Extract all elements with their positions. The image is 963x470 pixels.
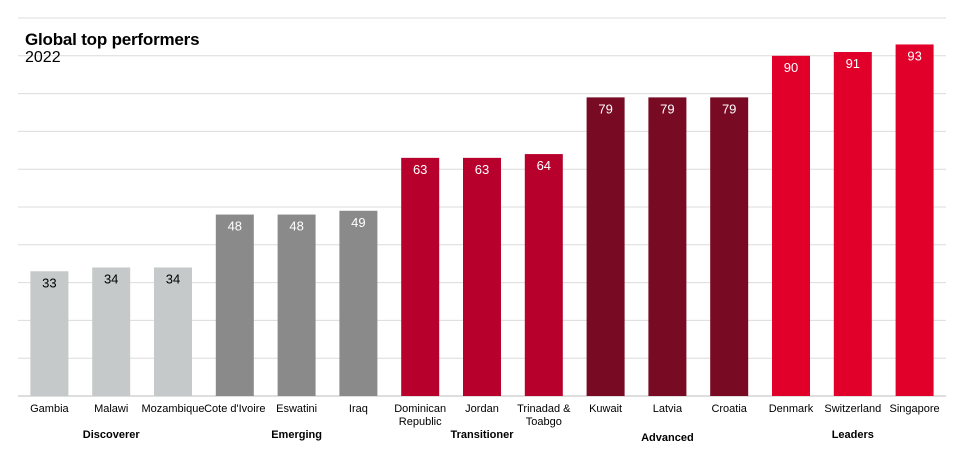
- bar: [895, 44, 934, 397]
- bar: [586, 97, 625, 396]
- chart-subtitle: 2022: [25, 49, 61, 66]
- data-label: 90: [784, 60, 798, 75]
- data-label: 79: [598, 101, 612, 116]
- data-label: 79: [660, 101, 674, 116]
- category-label: Eswatini: [276, 403, 317, 415]
- data-label: 34: [104, 271, 118, 286]
- category-label-line: Republic: [399, 416, 442, 428]
- category-label: Singapore: [890, 403, 940, 415]
- bar: [401, 157, 440, 396]
- category-label-line: Kuwait: [589, 403, 622, 415]
- category-label-line: Dominican: [394, 403, 446, 415]
- category-label: Trinadad & Toabgo: [517, 403, 571, 428]
- bar: [833, 52, 872, 397]
- category-label: Kuwait: [589, 403, 622, 415]
- bar: [30, 271, 69, 396]
- category-label-line: Gambia: [30, 403, 69, 415]
- category-label-line: Cote d'Ivoire: [204, 403, 265, 415]
- group-label: Discoverer: [83, 429, 141, 441]
- data-label: 64: [537, 158, 551, 173]
- category-label: Dominican Republic: [394, 403, 446, 428]
- category-label: Croatia: [711, 403, 747, 415]
- category-label: Latvia: [653, 403, 683, 415]
- bar: [772, 55, 810, 397]
- category-label: Switzerland: [824, 403, 881, 415]
- bar: [92, 267, 131, 396]
- group-label: Leaders: [832, 429, 874, 441]
- data-label: 33: [42, 275, 56, 290]
- category-label-line: Eswatini: [276, 403, 317, 415]
- bar: [277, 214, 316, 396]
- group-label: Transitioner: [451, 429, 515, 441]
- category-label-line: Malawi: [94, 403, 128, 415]
- bar: [154, 267, 192, 396]
- category-label: Gambia: [30, 403, 69, 415]
- category-label: Mozambique: [142, 403, 205, 415]
- group-label: Emerging: [271, 429, 322, 441]
- category-label-line: Iraq: [349, 403, 368, 415]
- category-label-line: Jordan: [465, 403, 499, 415]
- data-label: 48: [228, 219, 242, 234]
- bar: [524, 154, 563, 396]
- category-label-line: Croatia: [711, 403, 747, 415]
- group-label: Advanced: [641, 432, 694, 444]
- data-label: 93: [907, 48, 921, 63]
- data-label: 91: [846, 56, 860, 71]
- data-label: 63: [413, 162, 427, 177]
- category-label-line: Mozambique: [142, 403, 205, 415]
- bar: [339, 210, 378, 396]
- bar: [215, 214, 254, 396]
- category-label-line: Toabgo: [526, 416, 562, 428]
- category-label: Denmark: [769, 403, 814, 415]
- bar: [648, 97, 687, 396]
- category-label: Cote d'Ivoire: [204, 403, 265, 415]
- category-label-line: Switzerland: [824, 403, 881, 415]
- category-label: Malawi: [94, 403, 128, 415]
- category-label-line: Trinadad &: [517, 403, 571, 415]
- bar: [710, 97, 749, 396]
- data-label: 34: [166, 271, 180, 286]
- data-label: 79: [722, 101, 736, 116]
- category-label-line: Denmark: [769, 403, 814, 415]
- data-label: 48: [289, 219, 303, 234]
- category-label-line: Latvia: [653, 403, 683, 415]
- category-label: Jordan: [465, 403, 499, 415]
- chart-title: Global top performers: [25, 30, 200, 49]
- data-label: 63: [475, 162, 489, 177]
- bar: [463, 157, 501, 396]
- category-label-line: Singapore: [890, 403, 940, 415]
- data-label: 49: [351, 215, 365, 230]
- category-label: Iraq: [349, 403, 368, 415]
